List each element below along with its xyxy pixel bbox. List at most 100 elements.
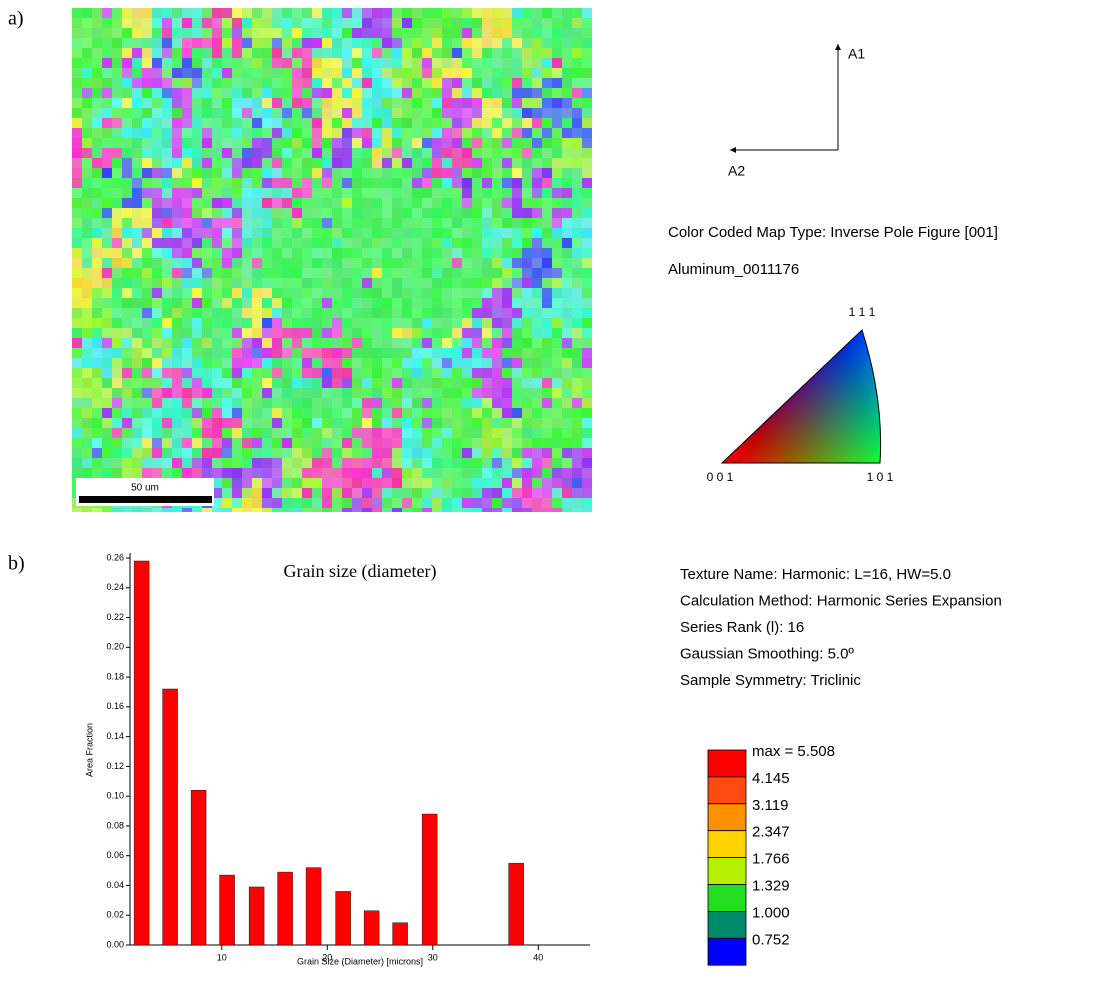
map-cell bbox=[442, 398, 452, 408]
map-cell bbox=[262, 58, 272, 68]
map-cell bbox=[312, 348, 322, 358]
map-cell bbox=[332, 58, 342, 68]
map-cell bbox=[282, 248, 292, 258]
map-cell bbox=[132, 378, 142, 388]
map-cell bbox=[382, 388, 392, 398]
map-cell bbox=[152, 58, 162, 68]
map-cell bbox=[282, 188, 292, 198]
map-cell bbox=[582, 368, 592, 378]
y-tick-label: 0.12 bbox=[106, 761, 124, 771]
map-cell bbox=[282, 208, 292, 218]
map-cell bbox=[442, 438, 452, 448]
map-cell bbox=[522, 438, 532, 448]
map-cell bbox=[362, 488, 372, 498]
map-cell bbox=[482, 218, 492, 228]
map-cell bbox=[222, 448, 232, 458]
map-cell bbox=[312, 48, 322, 58]
map-cell bbox=[232, 448, 242, 458]
map-cell bbox=[392, 168, 402, 178]
map-cell bbox=[432, 278, 442, 288]
map-cell bbox=[452, 468, 462, 478]
map-cell bbox=[492, 448, 502, 458]
map-cell bbox=[512, 288, 522, 298]
map-cell bbox=[352, 108, 362, 118]
map-cell bbox=[522, 28, 532, 38]
map-cell bbox=[552, 58, 562, 68]
map-cell bbox=[502, 198, 512, 208]
map-cell bbox=[202, 98, 212, 108]
map-cell bbox=[582, 238, 592, 248]
map-cell bbox=[542, 188, 552, 198]
map-cell bbox=[202, 298, 212, 308]
map-cell bbox=[492, 248, 502, 258]
map-cell bbox=[472, 218, 482, 228]
map-cell bbox=[532, 88, 542, 98]
map-cell bbox=[452, 88, 462, 98]
map-cell bbox=[172, 458, 182, 468]
map-cell bbox=[192, 168, 202, 178]
map-cell bbox=[542, 248, 552, 258]
map-cell bbox=[572, 458, 582, 468]
map-cell bbox=[422, 478, 432, 488]
map-cell bbox=[92, 208, 102, 218]
color-scale-label: 4.145 bbox=[752, 770, 790, 787]
map-cell bbox=[282, 238, 292, 248]
map-cell bbox=[462, 18, 472, 28]
map-cell bbox=[542, 108, 552, 118]
bar bbox=[277, 871, 293, 946]
map-cell bbox=[272, 28, 282, 38]
map-cell bbox=[382, 408, 392, 418]
map-cell bbox=[122, 258, 132, 268]
map-cell bbox=[582, 158, 592, 168]
map-cell bbox=[102, 318, 112, 328]
map-cell bbox=[392, 158, 402, 168]
map-cell bbox=[332, 358, 342, 368]
map-cell bbox=[322, 68, 332, 78]
map-cell bbox=[272, 38, 282, 48]
map-cell bbox=[372, 18, 382, 28]
map-cell bbox=[72, 248, 82, 258]
map-cell bbox=[582, 428, 592, 438]
map-cell bbox=[332, 258, 342, 268]
map-cell bbox=[212, 268, 222, 278]
map-cell bbox=[142, 308, 152, 318]
map-cell bbox=[452, 348, 462, 358]
map-cell bbox=[482, 388, 492, 398]
map-cell bbox=[112, 428, 122, 438]
map-cell bbox=[562, 488, 572, 498]
map-cell bbox=[232, 98, 242, 108]
map-cell bbox=[502, 498, 512, 508]
map-cell bbox=[412, 158, 422, 168]
map-cell bbox=[252, 118, 262, 128]
map-cell bbox=[582, 228, 592, 238]
map-cell bbox=[482, 208, 492, 218]
map-cell bbox=[572, 188, 582, 198]
map-cell bbox=[122, 118, 132, 128]
y-tick-label: 0.18 bbox=[106, 671, 124, 681]
map-cell bbox=[412, 88, 422, 98]
map-cell bbox=[412, 308, 422, 318]
map-cell bbox=[182, 18, 192, 28]
map-cell bbox=[352, 388, 362, 398]
map-cell bbox=[352, 288, 362, 298]
map-cell bbox=[432, 458, 442, 468]
map-cell bbox=[572, 418, 582, 428]
map-cell bbox=[392, 8, 402, 18]
map-cell bbox=[522, 148, 532, 158]
map-cell bbox=[432, 18, 442, 28]
map-cell bbox=[242, 48, 252, 58]
map-cell bbox=[502, 448, 512, 458]
map-cell bbox=[492, 458, 502, 468]
map-cell bbox=[542, 98, 552, 108]
map-cell bbox=[442, 138, 452, 148]
map-cell bbox=[422, 348, 432, 358]
map-cell bbox=[452, 438, 462, 448]
map-cell bbox=[472, 28, 482, 38]
map-cell bbox=[202, 278, 212, 288]
map-cell bbox=[122, 228, 132, 238]
map-cell bbox=[492, 138, 502, 148]
y-tick-label: 0.20 bbox=[106, 642, 124, 652]
map-cell bbox=[142, 118, 152, 128]
map-cell bbox=[542, 348, 552, 358]
map-cell bbox=[412, 318, 422, 328]
